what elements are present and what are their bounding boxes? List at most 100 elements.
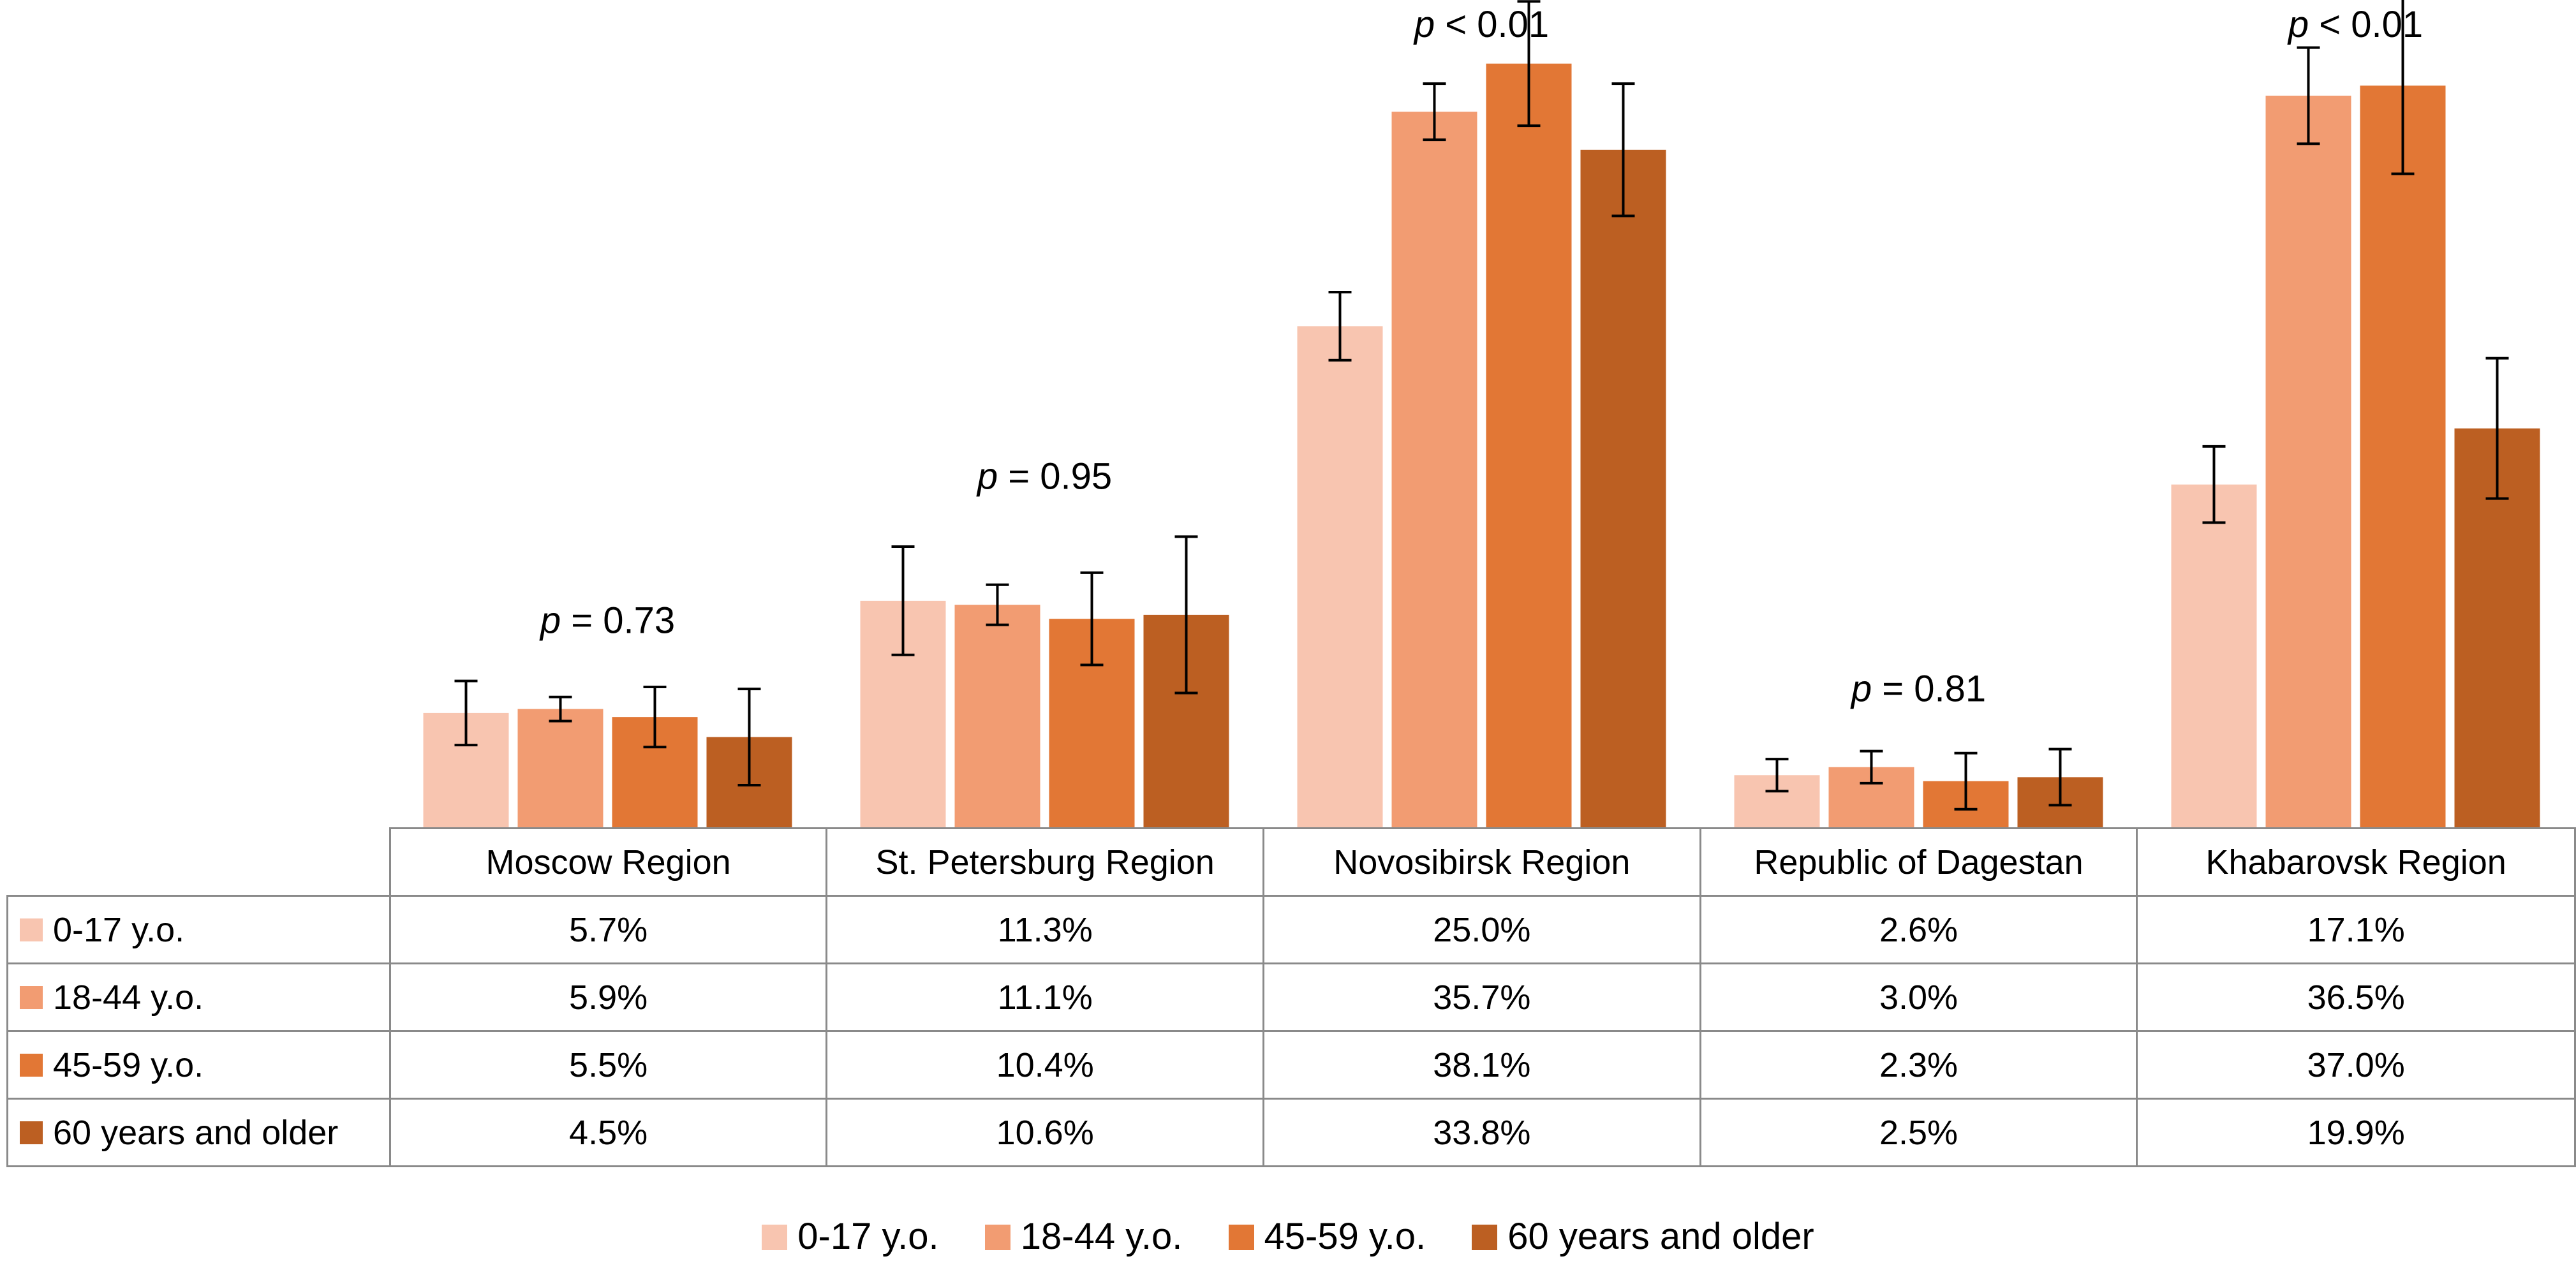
table-corner (7, 828, 391, 897)
bar (954, 605, 1040, 827)
table-cell: 11.3% (825, 895, 1265, 964)
p-value-text: = 0.81 (1872, 668, 1986, 709)
error-bar (2485, 357, 2509, 500)
p-value-text: = 0.73 (561, 600, 675, 642)
error-bar (1954, 751, 1978, 811)
table-cell: 17.1% (2136, 895, 2576, 964)
bar (1391, 112, 1477, 828)
error-bar (737, 688, 761, 787)
p-symbol: p (2287, 4, 2309, 45)
legend: 0-17 y.o. 18-44 y.o. 45-59 y.o. 60 years… (0, 1215, 2576, 1258)
legend-item: 18-44 y.o. (984, 1215, 1182, 1258)
table-cell: 3.0% (1699, 962, 2138, 1032)
category-label: Republic of Dagestan (1699, 827, 2138, 897)
category-label: Novosibirsk Region (1262, 827, 1701, 897)
legend-swatch (1472, 1224, 1498, 1250)
p-value-annotations: p = 0.73p = 0.95p < 0.01p = 0.81p < 0.01 (539, 4, 2423, 709)
p-value-text: < 0.01 (1435, 4, 1549, 45)
legend-swatch (1228, 1224, 1254, 1250)
legend-label: 60 years and older (1507, 1216, 1814, 1257)
p-symbol: p (976, 455, 998, 497)
table-cell: 10.6% (825, 1098, 1265, 1167)
error-bar (1611, 82, 1635, 217)
legend-swatch (984, 1224, 1010, 1250)
p-value-label: p = 0.73 (539, 600, 675, 642)
legend-swatch (20, 918, 43, 942)
series-row-header: 0-17 y.o. (6, 895, 391, 964)
category-label: St. Petersburg Region (825, 827, 1265, 897)
data-table: Moscow Region St. Petersburg Region Novo… (6, 827, 2576, 1167)
p-value-label: p < 0.01 (1413, 4, 1549, 45)
legend-label: 0-17 y.o. (797, 1216, 939, 1257)
error-bar (454, 679, 478, 747)
category-label: Moscow Region (389, 827, 828, 897)
legend-label: 45-59 y.o. (1264, 1216, 1426, 1257)
series-row-header: 45-59 y.o. (6, 1030, 391, 1100)
table-row: 45-59 y.o. 5.5% 10.4% 38.1% 2.3% 37.0% (6, 1030, 2576, 1100)
legend-swatch (20, 1121, 43, 1145)
p-value-label: p = 0.81 (1850, 668, 1986, 709)
legend-item: 60 years and older (1472, 1215, 1814, 1258)
bar (1580, 149, 1666, 828)
error-bars-layer (454, 0, 2509, 811)
table-header-row: Moscow Region St. Petersburg Region Novo… (7, 827, 2576, 897)
bar-chart: p = 0.73p = 0.95p < 0.01p = 0.81p < 0.01 (423, 0, 2540, 828)
table-cell: 33.8% (1262, 1098, 1701, 1167)
table-cell: 19.9% (2136, 1098, 2576, 1167)
table-cell: 35.7% (1262, 962, 1701, 1032)
error-bar (1517, 0, 1541, 128)
table-cell: 5.7% (389, 895, 828, 964)
table-cell: 2.6% (1699, 895, 2138, 964)
bar (2360, 85, 2446, 827)
bar (1297, 326, 1383, 827)
series-row-header: 60 years and older (6, 1098, 391, 1167)
table-cell: 5.5% (389, 1030, 828, 1100)
error-bar (2048, 748, 2072, 807)
p-value-text: < 0.01 (2309, 4, 2423, 45)
table-cell: 10.4% (825, 1030, 1265, 1100)
table-cell: 25.0% (1262, 895, 1701, 964)
table-row: 18-44 y.o. 5.9% 11.1% 35.7% 3.0% 36.5% (6, 962, 2576, 1032)
legend-item: 0-17 y.o. (762, 1215, 939, 1258)
error-bar (1423, 82, 1446, 142)
error-bar (2297, 46, 2320, 145)
series-name: 0-17 y.o. (53, 910, 185, 949)
table-cell: 38.1% (1262, 1030, 1701, 1100)
table-cell: 2.3% (1699, 1030, 2138, 1100)
bar (517, 709, 603, 827)
series-name: 60 years and older (53, 1113, 339, 1152)
table-row: 0-17 y.o. 5.7% 11.3% 25.0% 2.6% 17.1% (6, 895, 2576, 964)
table-cell: 4.5% (389, 1098, 828, 1167)
p-symbol: p (1413, 4, 1435, 45)
bar (2171, 484, 2257, 827)
bars-layer (423, 63, 2540, 828)
legend-item: 45-59 y.o. (1228, 1215, 1426, 1258)
table-cell: 11.1% (825, 962, 1265, 1032)
error-bar (891, 545, 915, 656)
table-cell: 5.9% (389, 962, 828, 1032)
table-cell: 37.0% (2136, 1030, 2576, 1100)
error-bar (549, 695, 572, 723)
error-bar (1765, 758, 1789, 793)
category-label: Khabarovsk Region (2136, 827, 2576, 897)
p-value-label: p = 0.95 (976, 455, 1112, 497)
legend-swatch (762, 1224, 788, 1250)
table-cell: 2.5% (1699, 1098, 2138, 1167)
bar (1486, 63, 1572, 827)
p-value-text: = 0.95 (998, 455, 1112, 497)
p-value-label: p < 0.01 (2287, 4, 2423, 45)
error-bar (1860, 749, 1883, 785)
legend-swatch (20, 986, 43, 1010)
bar (2265, 95, 2351, 827)
error-bar (643, 686, 667, 749)
series-row-header: 18-44 y.o. (6, 962, 391, 1032)
error-bar (1174, 535, 1198, 695)
table-row: 60 years and older 4.5% 10.6% 33.8% 2.5%… (6, 1098, 2576, 1167)
error-bar (2202, 445, 2226, 524)
error-bar (2391, 0, 2415, 175)
p-symbol: p (539, 600, 561, 642)
series-name: 18-44 y.o. (53, 978, 204, 1017)
error-bar (1080, 571, 1104, 667)
p-symbol: p (1850, 668, 1872, 709)
table-cell: 36.5% (2136, 962, 2576, 1032)
